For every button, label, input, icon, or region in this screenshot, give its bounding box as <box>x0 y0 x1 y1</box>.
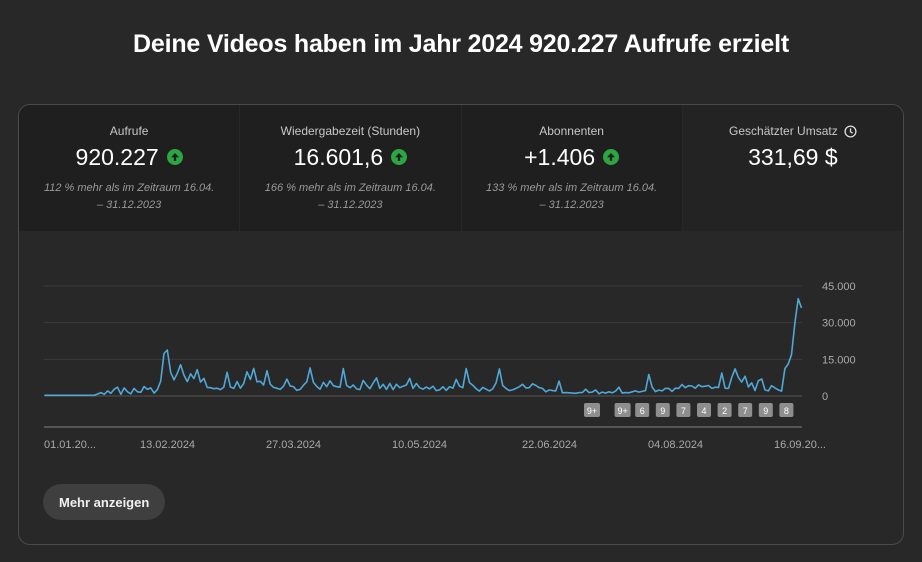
video-marker-count: 6 <box>640 406 645 416</box>
metric-views[interactable]: Aufrufe 920.227 112 % mehr als im Zeitra… <box>19 105 241 231</box>
x-tick-label: 01.01.20... <box>44 439 96 451</box>
video-marker <box>779 403 794 417</box>
metric-value-row: +1.406 <box>462 144 682 170</box>
video-marker <box>655 403 670 417</box>
x-tick-label: 27.03.2024 <box>266 439 321 451</box>
video-marker-count: 7 <box>743 406 748 416</box>
y-tick-label: 15.000 <box>822 354 856 366</box>
metric-value: +1.406 <box>524 143 596 170</box>
metric-comparison: 166 % mehr als im Zeitraum 16.04. – 31.1… <box>264 182 436 211</box>
video-marker <box>584 403 600 417</box>
clock-icon[interactable] <box>844 124 857 138</box>
metric-label: Wiedergabezeit (Stunden) <box>280 124 421 138</box>
video-marker <box>676 403 691 417</box>
y-tick-label: 0 <box>822 391 828 403</box>
metric-comparison: 112 % mehr als im Zeitraum 16.04. – 31.1… <box>43 182 215 211</box>
video-marker <box>614 403 631 417</box>
metric-revenue[interactable]: Geschätzter Umsatz 331,69 $ <box>682 105 903 231</box>
video-marker <box>697 403 711 417</box>
views-series-line <box>44 297 803 397</box>
x-tick-label: 16.09.20... <box>774 439 826 451</box>
y-tick-label: 30.000 <box>822 318 856 330</box>
metric-label: Abonnenten <box>539 124 604 138</box>
video-marker-count: 9 <box>763 406 768 416</box>
x-tick-label: 22.06.2024 <box>522 439 577 451</box>
x-tick-label: 04.08.2024 <box>648 439 703 451</box>
metric-watch-time[interactable]: Wiedergabezeit (Stunden) 16.601,6 166 % … <box>240 105 462 231</box>
video-marker-count: 4 <box>701 406 706 416</box>
metric-label-row: Geschätzter Umsatz <box>683 124 903 138</box>
metric-value: 331,69 $ <box>748 143 838 170</box>
video-marker <box>758 403 773 417</box>
metric-value-row: 331,69 $ <box>683 144 903 170</box>
metric-subscribers[interactable]: Abonnenten +1.406 133 % mehr als im Zeit… <box>461 105 683 231</box>
arrow-up-icon <box>603 149 620 165</box>
y-tick-label: 45.000 <box>822 281 856 293</box>
video-marker-count: 9+ <box>617 406 627 416</box>
video-marker-count: 2 <box>722 406 727 416</box>
metric-value: 16.601,6 <box>293 143 384 170</box>
metric-value: 920.227 <box>75 143 159 170</box>
x-tick-label: 13.02.2024 <box>140 439 195 451</box>
metrics-row: Aufrufe 920.227 112 % mehr als im Zeitra… <box>19 105 903 231</box>
video-marker-count: 8 <box>784 406 789 416</box>
x-tick-label: 10.05.2024 <box>392 439 447 451</box>
arrow-up-icon <box>166 149 183 165</box>
video-marker-count: 9+ <box>587 406 597 416</box>
views-line-chart[interactable]: 45.000 30.000 15.000 0 9+ 9+ 6 9 7 4 2 7 9 8 01.01.20.… <box>19 231 904 471</box>
metric-value-row: 16.601,6 <box>240 144 460 170</box>
year-summary-card: Aufrufe 920.227 112 % mehr als im Zeitra… <box>18 104 904 545</box>
video-marker-count: 9 <box>660 406 665 416</box>
video-marker-count: 7 <box>681 406 686 416</box>
arrow-up-icon <box>391 149 408 165</box>
metric-comparison: 133 % mehr als im Zeitraum 16.04. – 31.1… <box>486 182 658 211</box>
page-title: Deine Videos haben im Jahr 2024 920.227 … <box>133 30 789 58</box>
show-more-button[interactable]: Mehr anzeigen <box>43 484 166 520</box>
metric-label: Aufrufe <box>109 124 149 138</box>
video-marker <box>738 403 753 417</box>
metric-value-row: 920.227 <box>19 144 239 170</box>
metric-label: Geschätzter Umsatz <box>729 124 838 138</box>
video-marker <box>717 403 732 417</box>
video-marker <box>635 403 650 417</box>
